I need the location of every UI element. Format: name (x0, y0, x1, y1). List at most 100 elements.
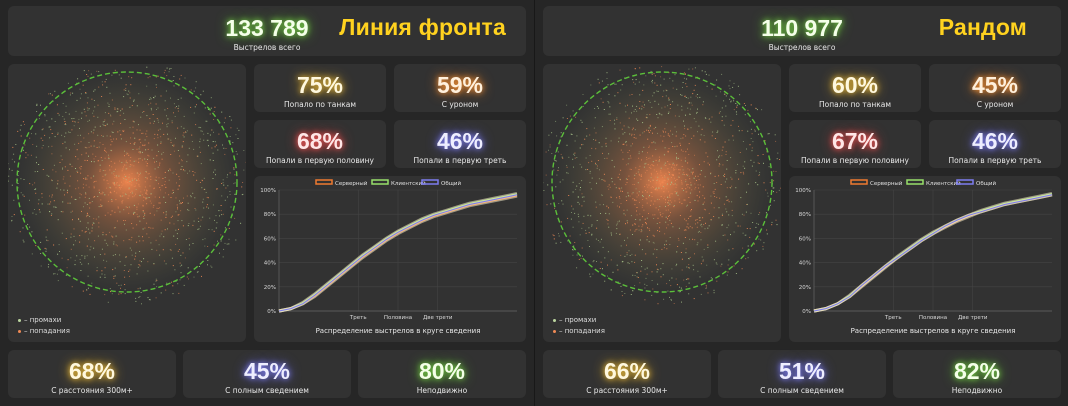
stat-value: 75% (296, 72, 344, 98)
series-line-2 (278, 194, 518, 312)
legend-hit: – попадания (553, 327, 605, 335)
distribution-chart-card: Серверный Клиентский Общий 0% 20% 40% 60% 80% 10… (254, 176, 526, 342)
mode-title: Рандом (938, 14, 1027, 40)
legend-swatch (421, 179, 439, 185)
stat-label: Попало по танкам (283, 100, 357, 109)
stat-label: С уроном (441, 100, 479, 109)
y-tick-label: 0% (802, 309, 811, 315)
x-tick-label: Две трети (423, 315, 453, 321)
scatter-card: – промахи – попадания (5, 64, 249, 342)
shot-scatter-plot (542, 66, 783, 305)
hit-dot-icon (553, 329, 556, 333)
legend-miss: – промахи (553, 316, 596, 324)
x-tick-label: Половина (919, 315, 947, 321)
legend-swatch (906, 179, 924, 185)
legend-miss-label: – промахи (559, 316, 597, 324)
legend-label: Общий (976, 180, 996, 187)
legend-hit-label: – попадания (559, 327, 605, 335)
stat-value: 68% (296, 128, 344, 154)
stat-long-range: 68% С расстояния 300м+ (8, 350, 176, 398)
legend-swatch (371, 179, 389, 185)
legend-label: Серверный (870, 180, 903, 187)
mode-title: Линия фронта (339, 14, 506, 40)
stat-value: 80% (418, 358, 466, 384)
stat-stationary: 80% Неподвижно (358, 350, 526, 398)
y-tick-label: 60% (264, 236, 276, 242)
x-tick-label: Две трети (958, 315, 988, 321)
stat-label: С уроном (976, 100, 1014, 109)
stat-value: 60% (831, 72, 879, 98)
scatter-card: – промахи – попадания (542, 64, 783, 342)
legend-miss: – промахи (18, 316, 61, 324)
total-shots-label: Выстрелов всего (768, 43, 836, 52)
stat-label: С полным сведением (225, 386, 309, 395)
y-tick-label: 40% (264, 261, 276, 267)
stat-value: 46% (436, 128, 484, 154)
stat-damage: 45% С уроном (929, 64, 1061, 112)
stat-label: Попало по танкам (818, 100, 892, 109)
x-tick-label: Половина (384, 315, 412, 321)
aim-circle (551, 71, 773, 293)
shot-scatter-plot (5, 66, 249, 305)
y-tick-label: 20% (264, 285, 276, 291)
chart-legend: Серверный Клиентский Общий (850, 179, 996, 187)
stat-label: Попали в первую треть (413, 156, 507, 165)
total-shots-card: 110 977 Выстрелов всего Рандом (543, 6, 1061, 56)
series-line-2 (813, 194, 1053, 312)
legend-swatch (315, 179, 333, 185)
hit-dot-icon (18, 329, 21, 333)
stat-value: 67% (831, 128, 879, 154)
stat-label: С полным сведением (760, 386, 844, 395)
stat-first-third: 46% Попали в первую треть (394, 120, 526, 168)
stat-full-aim: 51% С полным сведением (718, 350, 886, 398)
stat-value: 68% (68, 358, 116, 384)
y-tick-label: 100% (260, 188, 276, 194)
legend-miss-label: – промахи (24, 316, 62, 324)
legend-swatch (956, 179, 974, 185)
legend-label: Серверный (335, 180, 368, 187)
x-tick-label: Треть (349, 315, 367, 321)
stat-tank-hits: 75% Попало по танкам (254, 64, 386, 112)
stat-first-third: 46% Попали в первую треть (929, 120, 1061, 168)
panel-random: 110 977 Выстрелов всего Рандом – промахи… (534, 0, 1068, 406)
x-axis-title: Распределение выстрелов в круге сведения (851, 327, 1016, 335)
stat-damage: 59% С уроном (394, 64, 526, 112)
aim-circle (16, 71, 238, 293)
stat-value: 59% (436, 72, 484, 98)
distribution-line-chart: Серверный Клиентский Общий 0% 20% 40% 60% 80% 10… (260, 179, 518, 335)
total-shots-label: Выстрелов всего (233, 43, 301, 52)
miss-dot-icon (18, 318, 21, 322)
stat-label: Неподвижно (416, 386, 468, 395)
stat-value: 66% (603, 358, 651, 384)
x-tick-label: Треть (884, 315, 902, 321)
scatter-points (542, 66, 783, 305)
stat-value: 45% (971, 72, 1019, 98)
stat-long-range: 66% С расстояния 300м+ (543, 350, 711, 398)
stat-value: 51% (778, 358, 826, 384)
legend-label: Общий (441, 180, 461, 187)
legend-label: Клиентский (926, 180, 961, 187)
legend-hit: – попадания (18, 327, 70, 335)
y-tick-label: 80% (799, 212, 811, 218)
total-shots-value: 110 977 (761, 15, 843, 41)
stat-label: Попали в первую половину (266, 156, 374, 165)
y-tick-label: 60% (799, 236, 811, 242)
stat-label: Неподвижно (951, 386, 1003, 395)
scatter-points (5, 66, 249, 305)
stat-label: С расстояния 300м+ (51, 386, 133, 395)
miss-dot-icon (553, 318, 556, 322)
panel-frontline: 133 789 Выстрелов всего Линия фронта – п… (5, 6, 526, 398)
stat-first-half: 67% Попали в первую половину (789, 120, 921, 168)
legend-label: Клиентский (391, 180, 426, 187)
y-tick-label: 100% (795, 188, 811, 194)
legend-swatch (850, 179, 868, 185)
stat-value: 82% (953, 358, 1001, 384)
stat-label: Попали в первую треть (948, 156, 1042, 165)
stat-value: 46% (971, 128, 1019, 154)
y-tick-label: 20% (799, 285, 811, 291)
total-shots-card: 133 789 Выстрелов всего Линия фронта (8, 6, 526, 56)
stat-full-aim: 45% С полным сведением (183, 350, 351, 398)
distribution-line-chart: Серверный Клиентский Общий 0% 20% 40% 60% 80% 10… (795, 179, 1053, 335)
stat-first-half: 68% Попали в первую половину (254, 120, 386, 168)
